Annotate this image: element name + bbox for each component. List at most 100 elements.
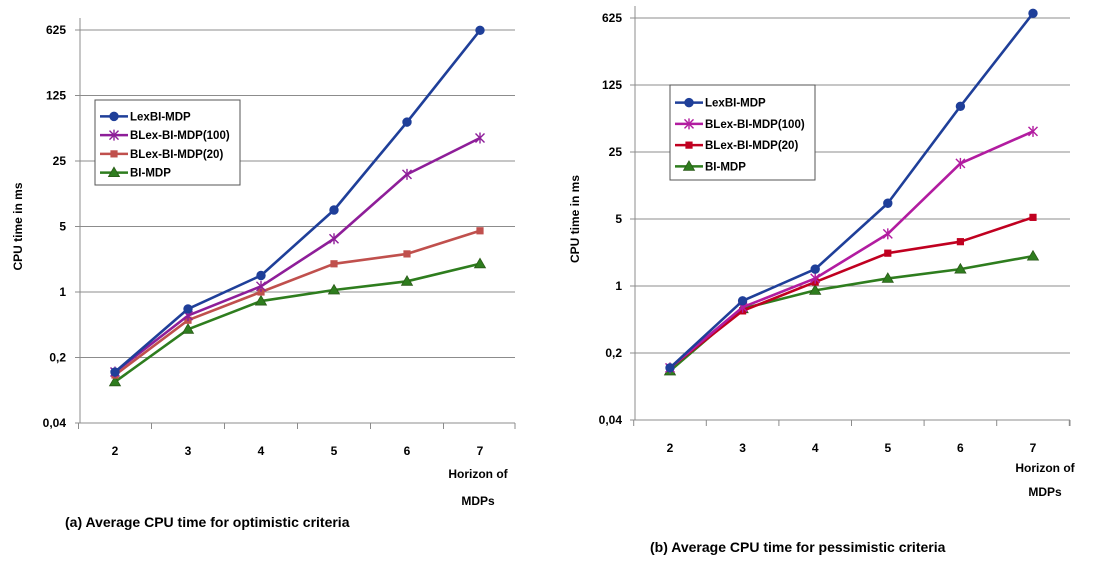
- data-point: [329, 205, 339, 215]
- y-tick-label: 25: [53, 154, 67, 168]
- data-point: [256, 270, 266, 281]
- y-tick-label: 1: [615, 279, 622, 293]
- chart-b: 0,04 0,2 1 5 25 125 625 2 3 4 5 6 7 CPU time in ms Hor…: [568, 6, 1076, 555]
- x-tick-label: 7: [477, 444, 484, 458]
- series-line: [669, 12, 1035, 369]
- data-point: [881, 272, 894, 283]
- series-blex-bi-mdp-100-: [665, 125, 1038, 374]
- data-point: [685, 141, 693, 149]
- data-point: [330, 260, 338, 268]
- legend-label: BLex-BI-MDP(100): [705, 119, 805, 131]
- series-line: [114, 29, 482, 373]
- data-point: [954, 262, 967, 274]
- x-tick-label: 7: [1030, 441, 1037, 455]
- data-point: [682, 160, 696, 171]
- x-axis-label: Horizon of: [1015, 461, 1075, 475]
- data-point: [475, 25, 485, 36]
- legend-entry: BLex-BI-MDP(100): [675, 118, 805, 131]
- data-point: [884, 249, 892, 257]
- data-point: [1028, 125, 1038, 137]
- legend-label: BLex-BI-MDP(20): [705, 140, 798, 152]
- series-line: [114, 262, 481, 383]
- data-point: [1028, 8, 1038, 18]
- y-tick-label: 0,04: [43, 416, 67, 430]
- data-point: [1026, 249, 1040, 261]
- y-tick-label: 125: [46, 89, 66, 103]
- y-tick-label: 5: [615, 212, 622, 226]
- series-bi-mdp: [108, 257, 487, 387]
- y-tick-label: 5: [59, 220, 66, 234]
- data-point: [882, 228, 893, 240]
- data-point: [329, 233, 339, 245]
- y-axis-label: CPU time in ms: [568, 175, 582, 263]
- x-tick-label: 6: [957, 441, 964, 455]
- chart-caption: (a) Average CPU time for optimistic crit…: [65, 514, 350, 530]
- x-tick-label: 4: [812, 441, 819, 455]
- data-point: [110, 367, 120, 377]
- legend-label: BI-MDP: [705, 161, 746, 173]
- series-line: [114, 136, 481, 374]
- x-tick-label: 5: [884, 441, 891, 455]
- data-point: [684, 97, 694, 108]
- series-line: [669, 254, 1034, 372]
- legend-entry: BLex-BI-MDP(100): [100, 129, 230, 142]
- chart-a: 0,04 0,2 1 5 25 125 625 2 3 4 5 6 7 CPU time in ms Hor…: [11, 18, 516, 530]
- y-tick-label: 0,04: [599, 413, 623, 427]
- legend-entry: BLex-BI-MDP(20): [100, 149, 223, 161]
- y-tick-label: 125: [602, 78, 622, 92]
- data-point: [810, 272, 821, 284]
- data-point: [110, 150, 118, 158]
- x-tick-label: 2: [667, 441, 674, 455]
- data-point: [737, 296, 748, 306]
- legend: LexBI-MDP BLex-BI-MDP(100) BLex-BI-MDP(20)…: [669, 84, 816, 181]
- x-tick-label: 6: [404, 444, 411, 458]
- y-tick-label: 0,2: [49, 351, 66, 365]
- data-point: [955, 101, 966, 111]
- x-axis-label: MDPs: [1028, 485, 1062, 499]
- chart-caption: (b) Average CPU time for pessimistic cri…: [650, 539, 946, 555]
- x-tick-label: 2: [112, 444, 119, 458]
- data-point: [327, 283, 341, 295]
- data-point: [108, 375, 122, 387]
- series-lexbi-mdp: [110, 25, 485, 377]
- data-point: [400, 275, 414, 286]
- data-point: [684, 118, 694, 130]
- data-point: [476, 227, 484, 235]
- series-line: [669, 130, 1034, 369]
- data-point: [181, 322, 195, 334]
- data-point: [403, 250, 411, 258]
- data-point: [883, 198, 893, 208]
- data-point: [109, 111, 119, 122]
- legend-label: LexBI-MDP: [130, 111, 191, 123]
- y-tick-label: 25: [609, 145, 623, 159]
- x-tick-label: 4: [258, 444, 265, 458]
- legend-box: [94, 99, 241, 186]
- data-point: [473, 257, 487, 269]
- data-point: [402, 117, 412, 127]
- series-line: [114, 229, 481, 377]
- y-tick-label: 0,2: [605, 346, 622, 360]
- data-point: [183, 304, 193, 314]
- x-axis-label: MDPs: [461, 494, 495, 508]
- data-point: [665, 363, 675, 373]
- legend-box: [669, 84, 816, 181]
- data-point: [1029, 213, 1037, 221]
- series-blex-bi-mdp-20-: [111, 227, 484, 379]
- data-point: [956, 238, 964, 246]
- y-axis-label: CPU time in ms: [11, 182, 25, 270]
- legend-label: LexBI-MDP: [705, 98, 766, 110]
- series-lexbi-mdp: [665, 8, 1038, 373]
- data-point: [402, 168, 412, 180]
- legend-entry: BI-MDP: [100, 166, 171, 180]
- x-axis-label: Horizon of: [448, 467, 508, 481]
- y-tick-label: 625: [46, 23, 66, 37]
- y-tick-label: 1: [59, 285, 66, 299]
- data-point: [475, 132, 485, 144]
- x-tick-label: 3: [185, 444, 192, 458]
- x-tick-label: 5: [331, 444, 338, 458]
- series-bi-mdp: [663, 249, 1040, 376]
- data-point: [810, 264, 820, 274]
- data-point: [256, 280, 266, 292]
- legend-label: BI-MDP: [130, 168, 171, 180]
